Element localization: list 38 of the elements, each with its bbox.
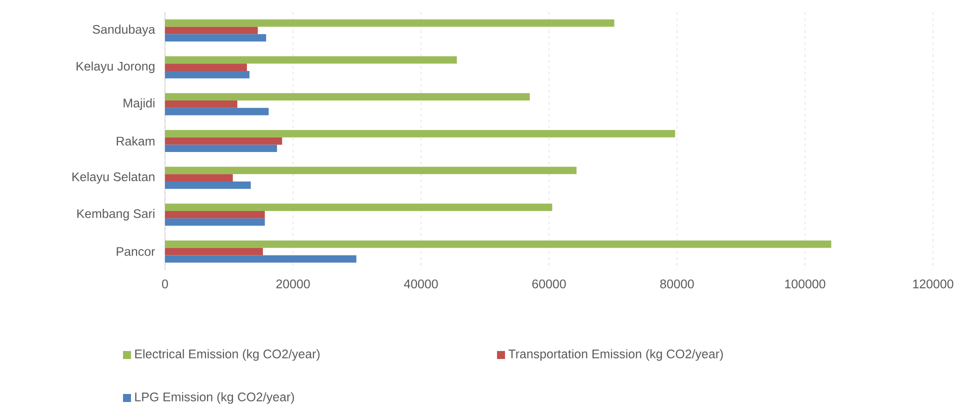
bar — [165, 34, 266, 42]
bar — [165, 144, 278, 152]
bar — [165, 56, 457, 64]
y-tick-label: Majidi — [124, 98, 154, 110]
y-tick-label: Kelayu Selatan — [72, 172, 154, 184]
x-tick-label: 60000 — [532, 280, 566, 288]
x-tick-label: 0 — [162, 280, 168, 288]
x-tick-label: 40000 — [404, 280, 438, 288]
x-tick-label: 20000 — [276, 280, 310, 288]
bar — [165, 108, 269, 116]
bar — [165, 255, 356, 263]
x-tick-label: 100000 — [785, 280, 826, 288]
legend-label: Electrical Emission (kg CO2/year) — [135, 349, 320, 361]
bar — [165, 240, 832, 248]
bar — [165, 93, 530, 100]
bar — [165, 248, 263, 256]
bar — [165, 174, 233, 182]
bar — [165, 182, 251, 189]
bar — [165, 100, 238, 108]
bar — [165, 166, 577, 174]
x-tick-label: 120000 — [913, 280, 954, 288]
bar — [165, 204, 552, 212]
legend-label: Transportation Emission (kg CO2/year) — [508, 349, 723, 361]
y-tick-label: Kelayu Jorong — [76, 61, 154, 74]
bar — [165, 19, 614, 27]
y-tick-label: Pancor — [116, 247, 156, 256]
bar — [165, 130, 676, 138]
y-tick-label: Kembang Sari — [77, 208, 154, 221]
legend-label: LPG Emission (kg CO2/year) — [135, 392, 294, 404]
x-tick-label: 80000 — [660, 280, 694, 288]
y-tick-label: Rakam — [116, 136, 154, 146]
bar — [165, 137, 282, 145]
bar — [165, 211, 265, 218]
bar — [165, 218, 265, 226]
bar — [165, 70, 250, 78]
bar — [165, 64, 247, 71]
bar — [165, 26, 258, 34]
y-tick-label: Sandubaya — [92, 24, 156, 36]
